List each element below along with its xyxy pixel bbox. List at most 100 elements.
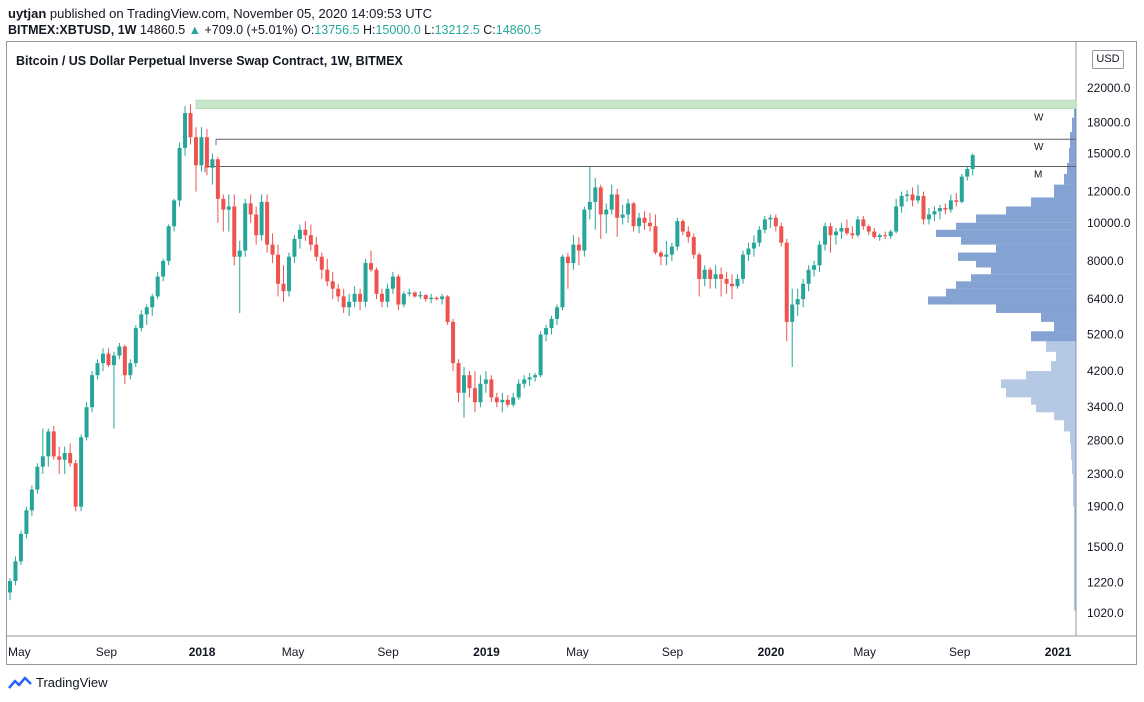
candle-body [708,269,713,279]
volume-profile-bar [1046,341,1076,352]
candle-body [237,250,242,257]
time-axis[interactable]: May Sep 2018 May Sep 2019 May Sep 2020 May Sep 2021 [8,645,1072,659]
time-tick-label: 2018 [189,645,216,659]
candle-body [363,263,368,302]
candle-body [751,242,756,249]
candle-body [330,281,335,289]
candle-body [697,254,702,279]
volume-profile-bar [1006,388,1076,398]
candle-body [724,278,729,284]
candle-body [423,295,428,300]
price-tick-label: 1220.0 [1087,575,1124,589]
candle-body [325,269,330,282]
candle-body [691,237,696,255]
price-axis[interactable]: 1020.0 1220.0 1500.0 1900.0 2300.0 2800.0 3400… [1087,81,1131,620]
candle-body [221,198,226,210]
candle-body [713,274,718,279]
volume-profile-bar [1054,412,1076,421]
candle-body [440,296,445,300]
candle-body [538,334,543,376]
candle-body [855,219,860,236]
candle-body [773,217,778,227]
candle-body [161,260,166,277]
candle-body [647,222,652,227]
candle-body [68,453,73,464]
time-tick-label: Sep [377,645,399,659]
candle-body [57,456,62,460]
candle-body [248,203,253,215]
candle-body [199,137,204,166]
candle-body [489,379,494,398]
volume-profile-bar [928,296,1076,305]
candle-body [46,431,51,457]
volume-profile-bar [971,274,1076,282]
price-tick-label: 22000.0 [1087,81,1131,95]
volume-profile-bar [946,288,1076,297]
candle-body [183,113,188,148]
candle-body [593,187,598,202]
candle-body [735,278,740,287]
candle-body [347,301,352,308]
volume-profile-bar [1069,147,1076,163]
candle-body [954,200,959,202]
candle-body [385,288,390,302]
candle-body [204,137,209,168]
candle-body [478,383,483,403]
tradingview-cloud-icon [8,676,32,689]
candle-body [883,235,888,237]
chart-title: Bitcoin / US Dollar Perpetual Inverse Sw… [16,54,403,68]
price-tick-label: 3400.0 [1087,400,1124,414]
volume-profile-bar [958,252,1076,261]
candle-body [533,375,538,378]
candle-body [571,244,576,264]
candle-body [379,293,384,302]
candle-body [73,463,78,507]
candle-body [139,314,144,329]
volume-profile-bar [1070,132,1076,148]
candle-body [177,147,182,201]
candle-body [527,377,532,380]
publish-info: uytjan published on TradingView.com, Nov… [8,6,432,21]
volume-profile-bar [1056,351,1076,362]
price-change: +709.0 (+5.01%) [204,23,298,37]
candle-body [494,397,499,403]
price-tick-label: 4200.0 [1087,364,1124,378]
publisher-name[interactable]: uytjan [8,6,47,21]
candle-body [111,355,116,366]
candle-body [686,231,691,238]
currency-button[interactable]: USD [1092,50,1124,69]
time-tick-label: Sep [662,645,684,659]
candle-body [292,238,297,257]
candle-body [401,293,406,305]
candle-body [319,256,324,270]
volume-profile-bar [1051,361,1076,372]
time-tick-label: 2019 [473,645,500,659]
candle-body [959,176,964,202]
candle-body [631,203,636,227]
candle-body [921,195,926,220]
candle-body [396,276,401,305]
candle-body [412,292,417,297]
volume-profile-bar [996,244,1076,253]
price-tick-label: 1020.0 [1087,606,1124,620]
level-label: W [1034,112,1044,123]
volume-profile-bar [936,229,1076,238]
candle-body [434,297,439,300]
price-tick-label: 2300.0 [1087,467,1124,481]
low-value: 13212.5 [434,23,480,37]
candle-body [254,214,259,236]
last-price: 14860.5 [139,23,186,37]
candle-body [888,231,893,237]
candle-body [839,227,844,232]
candle-body [544,328,549,335]
candle-body [609,194,614,210]
volume-profile-bar [1041,312,1076,322]
candle-body [795,299,800,305]
candle-body [746,248,751,255]
volume-profile-bar [1074,547,1076,572]
candle-body [155,276,160,297]
candle-body [172,200,177,227]
candle-body [308,235,313,245]
tradingview-logo[interactable]: TradingView [8,675,108,690]
